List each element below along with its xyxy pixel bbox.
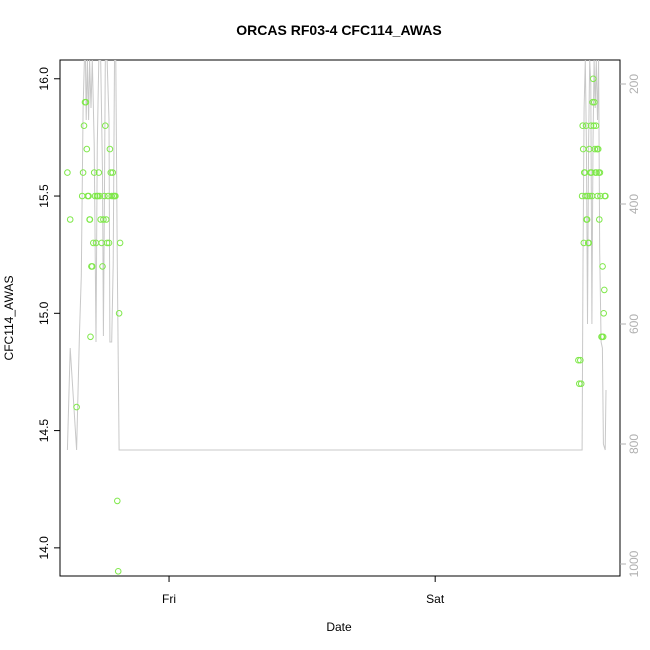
data-point <box>100 216 107 223</box>
data-point <box>102 216 110 223</box>
data-point <box>106 145 114 153</box>
data-point <box>86 216 94 223</box>
data-point <box>102 122 109 129</box>
data-point <box>103 239 111 247</box>
data-point <box>89 263 96 270</box>
data-point <box>96 192 103 200</box>
data-point <box>592 122 600 129</box>
data-point <box>599 263 606 270</box>
data-point <box>583 216 591 223</box>
data-point <box>594 192 601 200</box>
y2-tick-label: 600 <box>627 314 641 334</box>
data-point <box>83 145 91 153</box>
chart-title: ORCAS RF03-4 CFC114_AWAS <box>236 22 441 38</box>
y-tick-label: 16.0 <box>37 67 51 91</box>
data-point <box>593 169 600 176</box>
data-point <box>98 239 105 247</box>
data-point <box>576 380 583 388</box>
y-tick-label: 15.5 <box>37 184 51 208</box>
data-point <box>116 239 124 247</box>
data-point <box>584 192 592 200</box>
data-point <box>85 192 92 200</box>
data-point <box>99 263 106 270</box>
data-point <box>577 380 585 388</box>
data-point <box>82 98 90 106</box>
data-point <box>580 239 588 247</box>
data-point <box>587 122 595 129</box>
x-tick-label: Sat <box>426 592 445 606</box>
y2-tick-label: 200 <box>627 74 641 94</box>
data-point <box>105 239 113 247</box>
y-axis: 14.0 14.5 15.0 15.5 16.0 <box>37 67 60 560</box>
points-layer <box>64 75 609 575</box>
x-axis: Fri Sat <box>162 576 445 606</box>
data-point <box>109 169 116 176</box>
data-point <box>79 169 87 176</box>
data-point <box>601 286 608 294</box>
data-point <box>596 216 603 223</box>
data-point <box>579 145 587 153</box>
data-point <box>591 145 599 153</box>
data-point <box>591 98 598 106</box>
data-point <box>64 169 71 176</box>
data-point <box>101 192 108 200</box>
data-point <box>91 192 99 200</box>
data-point <box>107 169 115 176</box>
data-point <box>90 169 98 176</box>
data-point <box>73 403 80 411</box>
data-point <box>590 122 598 129</box>
plot-area <box>59 59 621 577</box>
x-tick-label: Fri <box>162 592 176 606</box>
data-point <box>87 333 94 341</box>
y-tick-label: 14.5 <box>37 419 51 443</box>
y-axis-label: CFC114_AWAS <box>2 276 16 361</box>
data-point <box>579 122 587 129</box>
data-point <box>112 192 119 200</box>
data-point <box>66 216 74 223</box>
data-point <box>586 192 594 200</box>
y2-axis: 200 400 600 800 1000 <box>620 74 641 577</box>
altitude-line <box>66 60 607 451</box>
data-point <box>588 169 595 176</box>
data-point <box>589 75 597 83</box>
data-point <box>94 192 102 200</box>
data-point <box>90 239 97 247</box>
data-point <box>577 356 584 364</box>
data-point <box>582 192 589 200</box>
altitude-line-layer <box>66 60 607 451</box>
data-point <box>596 169 604 176</box>
y2-tick-label: 400 <box>627 194 641 214</box>
data-point <box>114 568 122 575</box>
data-point <box>95 169 103 176</box>
x-axis-label: Date <box>326 620 352 634</box>
data-point <box>594 145 602 153</box>
data-point <box>602 192 609 200</box>
data-point <box>582 122 590 129</box>
y2-tick-label: 1000 <box>627 550 641 577</box>
data-point <box>599 333 607 341</box>
data-point <box>115 310 123 317</box>
data-point <box>575 356 582 364</box>
data-point <box>80 122 88 129</box>
y-tick-label: 14.0 <box>37 536 51 560</box>
data-point <box>585 239 593 247</box>
data-point <box>600 310 608 317</box>
data-point <box>597 192 604 200</box>
y2-tick-label: 800 <box>627 434 641 454</box>
data-point <box>114 497 121 505</box>
data-point <box>108 192 115 200</box>
y-tick-label: 15.0 <box>37 301 51 325</box>
